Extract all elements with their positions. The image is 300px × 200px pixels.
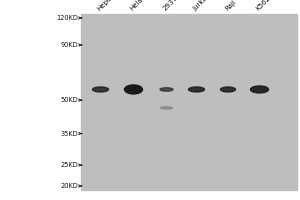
Text: 90KD: 90KD [60, 42, 78, 48]
Ellipse shape [160, 88, 173, 91]
Bar [81, 14, 297, 190]
Ellipse shape [188, 87, 205, 92]
Ellipse shape [220, 87, 236, 92]
Text: K562: K562 [255, 0, 272, 12]
Text: 35KD: 35KD [60, 131, 78, 137]
Ellipse shape [160, 107, 172, 109]
Text: 50KD: 50KD [60, 97, 78, 103]
Text: 25KD: 25KD [60, 162, 78, 168]
Text: HepG2: HepG2 [96, 0, 117, 12]
Ellipse shape [124, 85, 142, 94]
Text: 120KD: 120KD [56, 15, 78, 21]
Text: 293T: 293T [162, 0, 179, 12]
Text: Jurkat: Jurkat [192, 0, 211, 12]
Text: Hela: Hela [129, 0, 145, 12]
Text: Raji: Raji [224, 0, 237, 12]
Ellipse shape [250, 86, 268, 93]
Text: 20KD: 20KD [60, 183, 78, 189]
Ellipse shape [92, 87, 109, 92]
